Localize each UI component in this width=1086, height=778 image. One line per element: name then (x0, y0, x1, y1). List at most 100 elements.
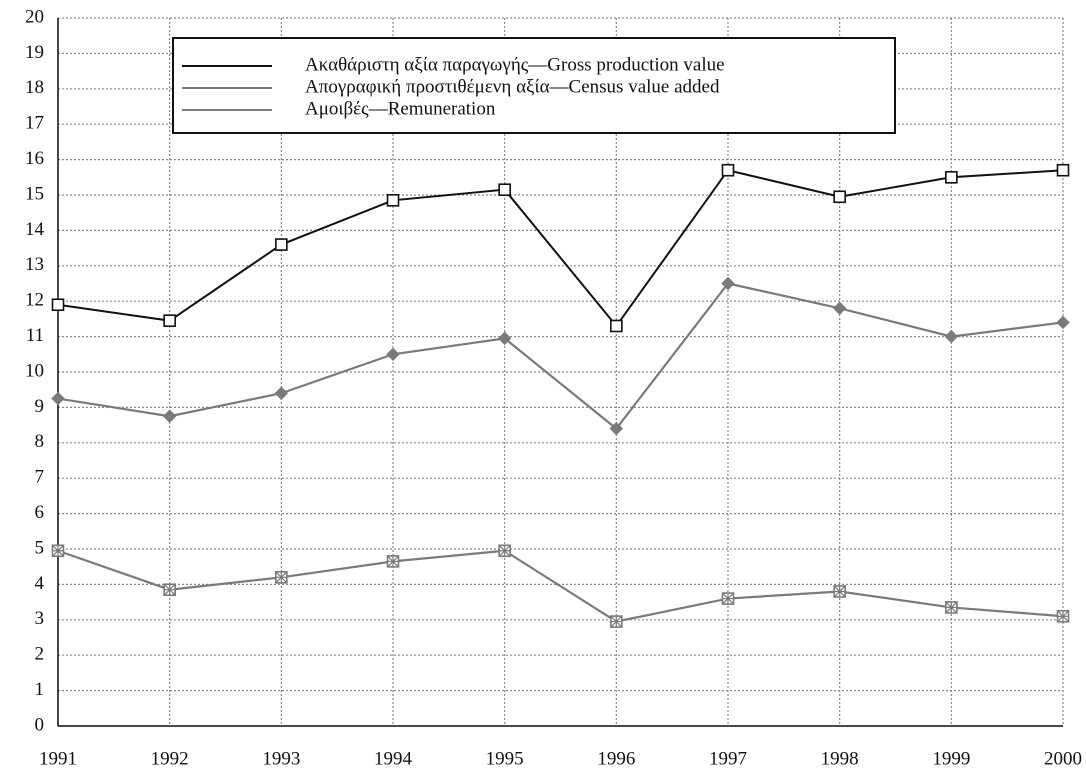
marker (162, 409, 177, 423)
y-tick-label: 3 (35, 608, 45, 629)
marker-shape (945, 171, 958, 184)
marker-shape (52, 545, 64, 557)
x-tick-label: 2000 (1044, 748, 1082, 769)
marker-shape (387, 555, 399, 567)
y-tick-label: 1 (35, 679, 45, 700)
marker-shape (497, 331, 512, 346)
marker (386, 194, 400, 207)
marker (945, 601, 958, 614)
marker (386, 347, 400, 362)
marker (51, 298, 65, 312)
marker-shape (51, 298, 65, 312)
marker-shape (386, 194, 400, 207)
y-tick-label: 5 (35, 537, 45, 558)
y-tick-label: 0 (35, 714, 45, 735)
y-tick-label: 19 (25, 42, 44, 63)
marker-shape (610, 319, 623, 333)
marker (163, 583, 176, 597)
legend-label: Ακαθάριστη αξία παραγωγής—Gross producti… (305, 54, 725, 75)
y-tick-label: 12 (25, 290, 44, 311)
marker (163, 314, 176, 327)
series-line (57, 549, 1064, 623)
y-tick-label: 2 (35, 644, 45, 665)
marker (497, 331, 512, 346)
legend-box (172, 37, 896, 134)
y-tick-label: 18 (25, 77, 44, 98)
y-tick-label: 4 (35, 573, 45, 594)
marker (944, 329, 959, 344)
y-tick-label: 13 (25, 254, 44, 275)
marker-shape (833, 190, 846, 204)
marker (833, 190, 846, 204)
marker (275, 238, 288, 251)
marker (275, 571, 288, 584)
x-tick-label: 1993 (262, 748, 300, 769)
marker (498, 544, 511, 558)
x-tick-label: 1995 (486, 748, 524, 769)
marker (609, 421, 624, 436)
marker-shape (1056, 163, 1070, 177)
marker (274, 386, 289, 400)
y-tick-label: 11 (26, 325, 44, 346)
x-tick-label: 1997 (709, 748, 747, 769)
marker-shape (721, 163, 735, 177)
marker-shape (275, 571, 287, 583)
marker (832, 301, 847, 315)
marker-shape (386, 347, 400, 362)
x-tick-label: 1994 (374, 748, 413, 769)
marker (945, 171, 958, 184)
marker (721, 592, 735, 605)
x-tick-label: 1999 (932, 748, 970, 769)
series-line (57, 169, 1064, 328)
y-tick-label: 6 (35, 502, 45, 523)
marker (721, 163, 735, 177)
marker-shape (945, 601, 957, 613)
series-line (57, 282, 1064, 431)
marker-shape (1056, 315, 1070, 330)
marker-shape (609, 421, 624, 436)
y-tick-label: 10 (25, 360, 44, 381)
marker-shape (721, 276, 735, 291)
y-tick-label: 7 (35, 467, 45, 488)
marker (51, 391, 65, 406)
y-tick-label: 17 (25, 113, 44, 134)
x-tick-label: 1996 (597, 748, 635, 769)
marker-shape (164, 584, 176, 596)
marker (721, 276, 735, 291)
marker-shape (499, 545, 511, 557)
marker (610, 319, 623, 333)
y-tick-label: 15 (25, 183, 44, 204)
x-tick-label: 1991 (39, 748, 77, 769)
marker (498, 183, 511, 196)
y-tick-label: 20 (25, 6, 44, 27)
marker-shape (162, 409, 177, 423)
marker-shape (274, 386, 289, 400)
marker (610, 615, 623, 628)
y-tick-label: 16 (25, 148, 44, 169)
marker-shape (498, 183, 511, 196)
marker-shape (51, 391, 65, 406)
marker-shape (275, 238, 288, 251)
marker-shape (832, 301, 847, 315)
marker-shape (163, 314, 176, 327)
marker (1056, 163, 1070, 177)
y-tick-label: 8 (35, 431, 45, 452)
y-tick-label: 9 (35, 396, 45, 417)
marker-shape (1057, 610, 1069, 622)
legend: Ακαθάριστη αξία παραγωγής—Gross producti… (172, 37, 896, 134)
marker (1056, 609, 1070, 623)
marker (51, 544, 65, 558)
marker (1056, 315, 1070, 330)
marker-shape (722, 593, 734, 604)
x-tick-label: 1992 (151, 748, 189, 769)
legend-label: Αμοιβές—Remuneration (305, 98, 496, 119)
marker-shape (834, 586, 846, 597)
marker-shape (610, 616, 622, 627)
y-tick-label: 14 (25, 219, 45, 240)
marker (386, 555, 400, 568)
marker (833, 585, 846, 598)
legend-label: Απογραφική προστιθέμενη αξία—Census valu… (305, 76, 720, 97)
x-tick-label: 1998 (821, 748, 859, 769)
marker-shape (944, 329, 959, 344)
